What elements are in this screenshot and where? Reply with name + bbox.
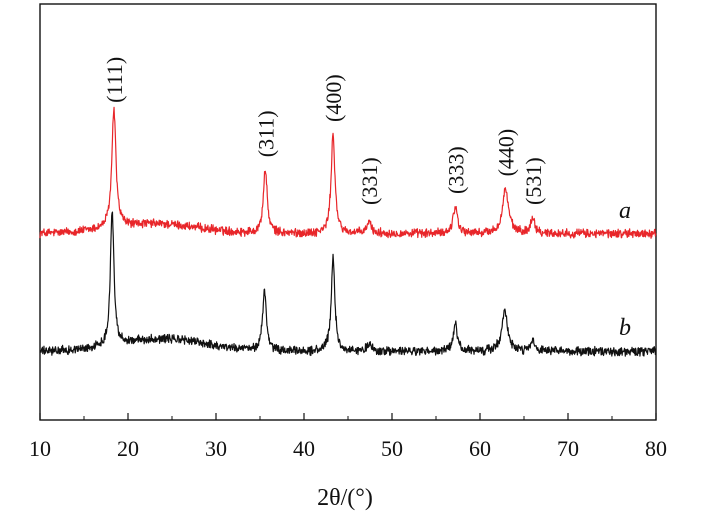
- plot-frame: [39, 3, 657, 421]
- peak-label: (440): [494, 129, 519, 177]
- series-label-a: a: [619, 198, 631, 224]
- peak-label: (111): [102, 57, 127, 103]
- peak-label: (331): [357, 157, 382, 205]
- x-tick-label: 80: [645, 436, 667, 461]
- series-line-a: [39, 106, 657, 239]
- peak-label: (400): [321, 74, 346, 122]
- series-line-b: [39, 211, 657, 357]
- x-tick-label: 50: [381, 436, 403, 461]
- x-tick-label: 70: [557, 436, 579, 461]
- x-tick-label: 10: [29, 436, 51, 461]
- x-tick-label: 60: [469, 436, 491, 461]
- series-label-b: b: [619, 315, 631, 341]
- x-tick-label: 40: [293, 436, 315, 461]
- peak-label: (333): [443, 146, 468, 194]
- x-axis-title: 2θ/(°): [317, 485, 373, 511]
- peak-label: (311): [253, 110, 278, 157]
- peak-label: (531): [521, 157, 546, 205]
- x-tick-label: 30: [205, 436, 227, 461]
- x-tick-label: 20: [117, 436, 139, 461]
